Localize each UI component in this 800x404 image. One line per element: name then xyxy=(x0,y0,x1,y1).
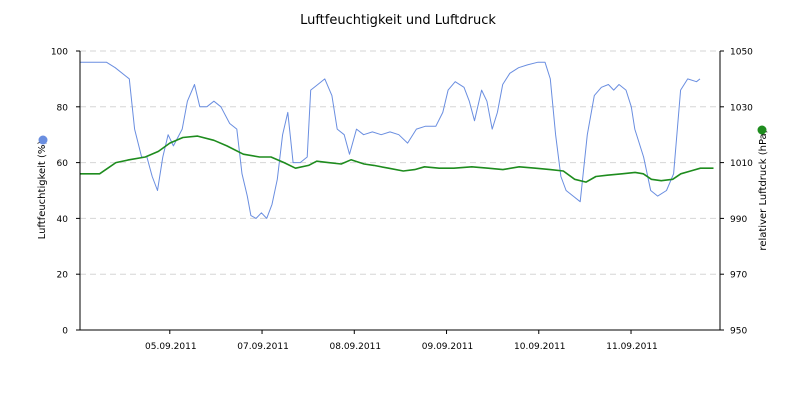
x-axis-ticks: 05.09.2011 07.09.2011 08.09.2011 09.09.2011… xyxy=(145,330,658,352)
chart-title: Luftfeuchtigkeit und Luftdruck xyxy=(300,13,496,28)
x-tick-label: 10.09.2011 xyxy=(514,342,566,352)
right-y-axis-ticks: 950 970 990 1010 1030 1050 xyxy=(720,48,753,337)
left-y-tick-label: 40 xyxy=(57,215,69,225)
right-y-tick-label: 1050 xyxy=(730,48,753,58)
right-y-tick-label: 1030 xyxy=(730,103,753,113)
right-y-tick-label: 950 xyxy=(730,327,747,337)
left-y-axis-label: Luftfeuchtigkeit (%) xyxy=(37,141,48,240)
right-y-tick-label: 1010 xyxy=(730,159,753,169)
x-tick-label: 11.09.2011 xyxy=(606,342,658,352)
right-y-tick-label: 990 xyxy=(730,215,747,225)
pressure-line xyxy=(80,135,714,183)
left-y-tick-label: 100 xyxy=(51,48,68,58)
humidity-line xyxy=(80,61,701,219)
humidity-legend-dot xyxy=(38,135,48,145)
left-y-tick-label: 20 xyxy=(57,271,69,281)
grid-lines xyxy=(80,50,720,275)
left-y-axis-ticks: 0 20 40 60 80 100 xyxy=(51,48,80,337)
x-tick-label: 09.09.2011 xyxy=(422,342,474,352)
pressure-legend-dot xyxy=(757,125,767,135)
left-y-tick-label: 60 xyxy=(57,159,69,169)
right-y-axis-label: relativer Luftdruck (hPa) xyxy=(758,129,769,250)
series-lines xyxy=(80,61,714,219)
x-tick-label: 07.09.2011 xyxy=(237,342,289,352)
x-tick-label: 08.09.2011 xyxy=(330,342,382,352)
x-tick-label: 05.09.2011 xyxy=(145,342,197,352)
right-y-tick-label: 970 xyxy=(730,271,747,281)
left-y-tick-label: 0 xyxy=(62,327,68,337)
left-y-tick-label: 80 xyxy=(57,103,69,113)
